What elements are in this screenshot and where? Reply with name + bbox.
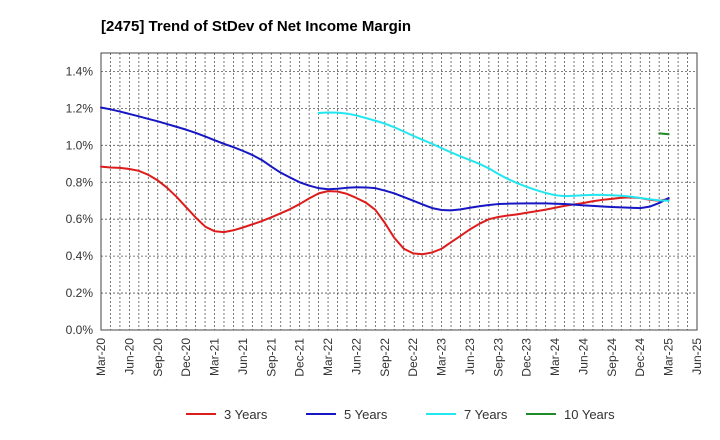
series-line-5-years: [100, 106, 670, 212]
x-tick-label: Sep-22: [378, 338, 392, 377]
x-tick-label: Dec-22: [406, 338, 420, 377]
x-tick-label: Jun-23: [463, 338, 477, 375]
x-tick-label: Mar-23: [435, 338, 449, 376]
y-tick-label: 0.0%: [66, 323, 94, 337]
series-line-10-years: [658, 132, 670, 136]
x-tick-label: Jun-20: [122, 338, 136, 375]
grid-lines: [101, 53, 697, 330]
legend-label-10-years: 10 Years: [564, 407, 615, 422]
plot-frame: [100, 52, 698, 331]
chart-title: [2475] Trend of StDev of Net Income Marg…: [101, 18, 411, 35]
x-tick-label: Jun-21: [236, 338, 250, 375]
x-tick-label: Jun-25: [690, 338, 704, 375]
x-tick-label: Mar-25: [662, 338, 676, 376]
legend-label-7-years: 7 Years: [464, 407, 508, 422]
series-lines: [100, 106, 670, 256]
y-tick-label: 1.0%: [66, 138, 94, 152]
x-tick-label: Dec-21: [293, 338, 307, 377]
x-tick-label: Sep-21: [264, 338, 278, 377]
x-tick-label: Jun-24: [576, 338, 590, 375]
axes: 0.0% 0.2% 0.4% 0.6% 0.8% 1.0% 1.2% 1.4% Mar-20 Ju…: [66, 52, 704, 377]
x-tick-label: Jun-22: [349, 338, 363, 375]
x-tick-label: Sep-24: [605, 338, 619, 377]
legend: 3 Years 5 Years 7 Years 10 Years: [186, 407, 615, 422]
x-tick-label: Mar-20: [94, 338, 108, 376]
legend-label-5-years: 5 Years: [344, 407, 388, 422]
y-tick-label: 1.2%: [66, 101, 94, 115]
y-tick-label: 1.4%: [66, 64, 94, 78]
y-tick-label: 0.6%: [66, 212, 94, 226]
x-tick-label: Mar-21: [208, 338, 222, 376]
x-tick-label: Dec-24: [633, 338, 647, 377]
legend-label-3-years: 3 Years: [224, 407, 268, 422]
x-tick-label: Mar-22: [321, 338, 335, 376]
y-tick-label: 0.2%: [66, 286, 94, 300]
y-tick-label: 0.4%: [66, 249, 94, 263]
x-tick-label: Dec-20: [179, 338, 193, 377]
x-tick-label: Sep-20: [151, 338, 165, 377]
x-tick-label: Sep-23: [491, 338, 505, 377]
y-tick-label: 0.8%: [66, 175, 94, 189]
series-line-7-years: [317, 111, 670, 202]
x-tick-label: Mar-24: [548, 338, 562, 376]
x-tick-label: Dec-23: [520, 338, 534, 377]
